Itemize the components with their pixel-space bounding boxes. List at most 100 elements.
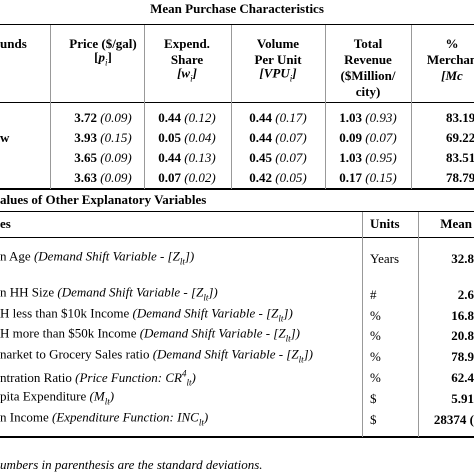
mean: 20.8 — [451, 328, 474, 343]
cell-value: 1.03 — [339, 150, 363, 165]
row-label: n Age (Demand Shift Variable - [Zlt]) — [0, 249, 194, 270]
rule — [0, 436, 474, 438]
text-run: % — [445, 36, 459, 51]
mean: 32.8 — [451, 251, 474, 266]
cell: 1.03 (0.95) — [339, 150, 396, 166]
cell-value: 83.19 — [446, 110, 474, 125]
cell-value: 3.65 — [74, 150, 98, 165]
text-run: ]) — [184, 248, 195, 264]
text-run: ) — [109, 388, 115, 404]
text-run: (Expenditure Function: INC — [51, 409, 199, 425]
units: Years — [370, 251, 400, 266]
cell-sd: (0.07) — [365, 130, 397, 145]
column-header: Units — [370, 216, 400, 231]
cell: 0.09 (0.07) — [339, 130, 396, 146]
column-header: Merchan — [427, 52, 474, 68]
cell-value: 83.51 — [446, 150, 474, 165]
row-label: H less than $10k Income (Demand Shift Va… — [0, 306, 293, 327]
cell: 0.07 (0.02) — [158, 170, 215, 186]
column-header: Mean — [440, 216, 472, 231]
row-label: ntration Ratio (Price Function: CR4lt) — [0, 366, 196, 391]
column-header: [VPUi] — [259, 66, 296, 87]
cell: 0.44 (0.07) — [249, 130, 306, 146]
col-line — [362, 212, 363, 437]
col-line — [418, 212, 419, 437]
text-run: Revenue — [344, 52, 392, 67]
text-run: unds — [0, 36, 27, 51]
cell: 0.44 (0.12) — [158, 110, 215, 126]
text-run: narket to Grocery Sales ratio — [0, 346, 153, 362]
text-run: i — [289, 73, 293, 84]
column-header: unds — [0, 36, 27, 52]
title: Mean Purchase Characteristics — [150, 1, 324, 16]
col-line — [325, 25, 326, 189]
rule — [0, 211, 474, 212]
column-header: Per Unit — [254, 52, 301, 68]
text-run: city) — [355, 84, 381, 99]
text-run: ($Million/ — [340, 68, 396, 83]
text-run: lt — [198, 417, 204, 428]
text-run: lt — [179, 256, 185, 267]
cell-sd: (0.13) — [184, 150, 216, 165]
rule — [0, 102, 474, 103]
cell: 0.05 (0.04) — [158, 130, 215, 146]
cell-sd: (0.09) — [100, 110, 132, 125]
text-run: lt — [278, 313, 284, 324]
cell-value: 78.79 — [446, 170, 474, 185]
cell-value: 0.44 — [249, 130, 273, 145]
cell-value: 0.07 — [158, 170, 182, 185]
cell: 0.44 (0.17) — [249, 110, 306, 126]
units: % — [370, 349, 381, 364]
text-run: n Income — [0, 409, 52, 425]
footnote: umbers in parenthesis are the standard d… — [0, 457, 263, 472]
text-run: p — [98, 49, 105, 65]
text-run: i — [190, 73, 193, 84]
column-header: Share — [171, 52, 203, 68]
text-run: Price ($/gal) — [69, 36, 137, 51]
text-run: lt — [285, 333, 291, 344]
cell-sd: (0.09) — [100, 150, 132, 165]
column-header: [Mc — [441, 68, 463, 84]
row-label: w — [0, 130, 10, 145]
cell-value: 3.72 — [74, 110, 98, 125]
text-run: ) — [191, 369, 196, 385]
cell-value: 1.03 — [339, 110, 363, 125]
units: # — [370, 287, 377, 302]
text-run: lt — [104, 396, 110, 407]
text-run: ] — [192, 65, 197, 81]
cell-sd: (0.12) — [184, 110, 216, 125]
col-line — [231, 25, 232, 189]
row-label: n Income (Expenditure Function: INClt) — [0, 410, 208, 431]
mean: 16.8 — [451, 308, 474, 323]
cell-value: 0.44 — [158, 150, 182, 165]
units: % — [370, 308, 381, 323]
text-run: (M — [89, 388, 105, 404]
cell-sd: (0.15) — [100, 130, 132, 145]
text-run: [Mc — [441, 68, 463, 83]
text-run: ] — [292, 65, 297, 81]
cell-value: 0.17 — [339, 170, 363, 185]
column-header: es — [0, 216, 11, 231]
cell: 3.72 (0.09) — [74, 110, 131, 126]
text-run: ]) — [283, 305, 293, 321]
text-run: ] — [107, 49, 112, 65]
text-run: (Price Function: CR — [75, 369, 182, 385]
column-header: ($Million/ — [341, 68, 396, 84]
text-run: (Demand Shift Variable - [Z — [132, 305, 279, 321]
row-label: narket to Grocery Sales ratio (Demand Sh… — [0, 347, 313, 368]
text-run: [w — [177, 65, 191, 81]
cell-sd: (0.15) — [365, 170, 397, 185]
cell-value: 0.05 — [158, 130, 182, 145]
column-header: Total — [354, 36, 382, 52]
cell-value: 0.45 — [249, 150, 273, 165]
text-run: H less than $10k Income — [0, 305, 133, 321]
column-header: Expend. — [164, 36, 210, 52]
units: $ — [370, 412, 377, 427]
text-run: Share — [170, 52, 204, 67]
cell-value: 3.93 — [74, 130, 98, 145]
cell-value: 0.09 — [339, 130, 363, 145]
text-run: i — [104, 57, 108, 68]
text-run: (Demand Shift Variable - [Z — [33, 248, 180, 264]
text-run: Total — [353, 36, 383, 51]
